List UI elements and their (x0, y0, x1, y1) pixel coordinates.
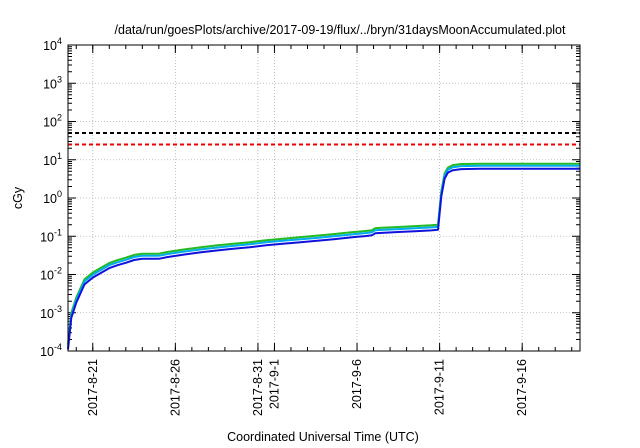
x-tick-label: 2017-9-11 (433, 359, 447, 415)
y-tick-label: 10-1 (40, 227, 62, 244)
y-axis-label: cGy (11, 186, 25, 209)
y-axis-ticks: 10-4 10-3 10-2 10-1 100 101 102 103 104 (40, 36, 580, 359)
series-line-3 (67, 167, 580, 350)
chart-title: /data/run/goesPlots/archive/2017-09-19/f… (115, 23, 566, 37)
x-tick-label: 2017-9-16 (515, 359, 529, 416)
y-tick-label: 10-3 (40, 304, 62, 321)
y-tick-label: 102 (43, 113, 62, 130)
y-tick-label: 10-2 (40, 266, 62, 283)
x-tick-label: 2017-9-1 (267, 359, 281, 409)
x-tick-label: 2017-9-6 (350, 359, 364, 409)
y-tick-label: 104 (43, 36, 62, 53)
series-line-1 (67, 162, 580, 345)
series-lines (67, 162, 580, 350)
x-tick-label: 2017-8-31 (251, 359, 265, 416)
x-tick-label: 2017-8-21 (86, 359, 100, 416)
x-axis-label: Coordinated Universal Time (UTC) (227, 430, 419, 444)
series-line-2 (67, 164, 580, 347)
plot-frame (67, 44, 581, 352)
grid-lines (68, 45, 580, 351)
x-tick-label: 2017-8-26 (168, 359, 182, 416)
y-tick-label: 100 (43, 189, 62, 206)
threshold-lines (68, 132, 580, 146)
y-tick-label: 101 (43, 151, 62, 168)
x-axis-ticks: 2017-8-21 2017-8-26 2017-8-31 2017-9-1 2017-… (75, 45, 573, 416)
y-tick-label: 10-4 (40, 342, 62, 359)
y-tick-label: 103 (43, 74, 62, 91)
